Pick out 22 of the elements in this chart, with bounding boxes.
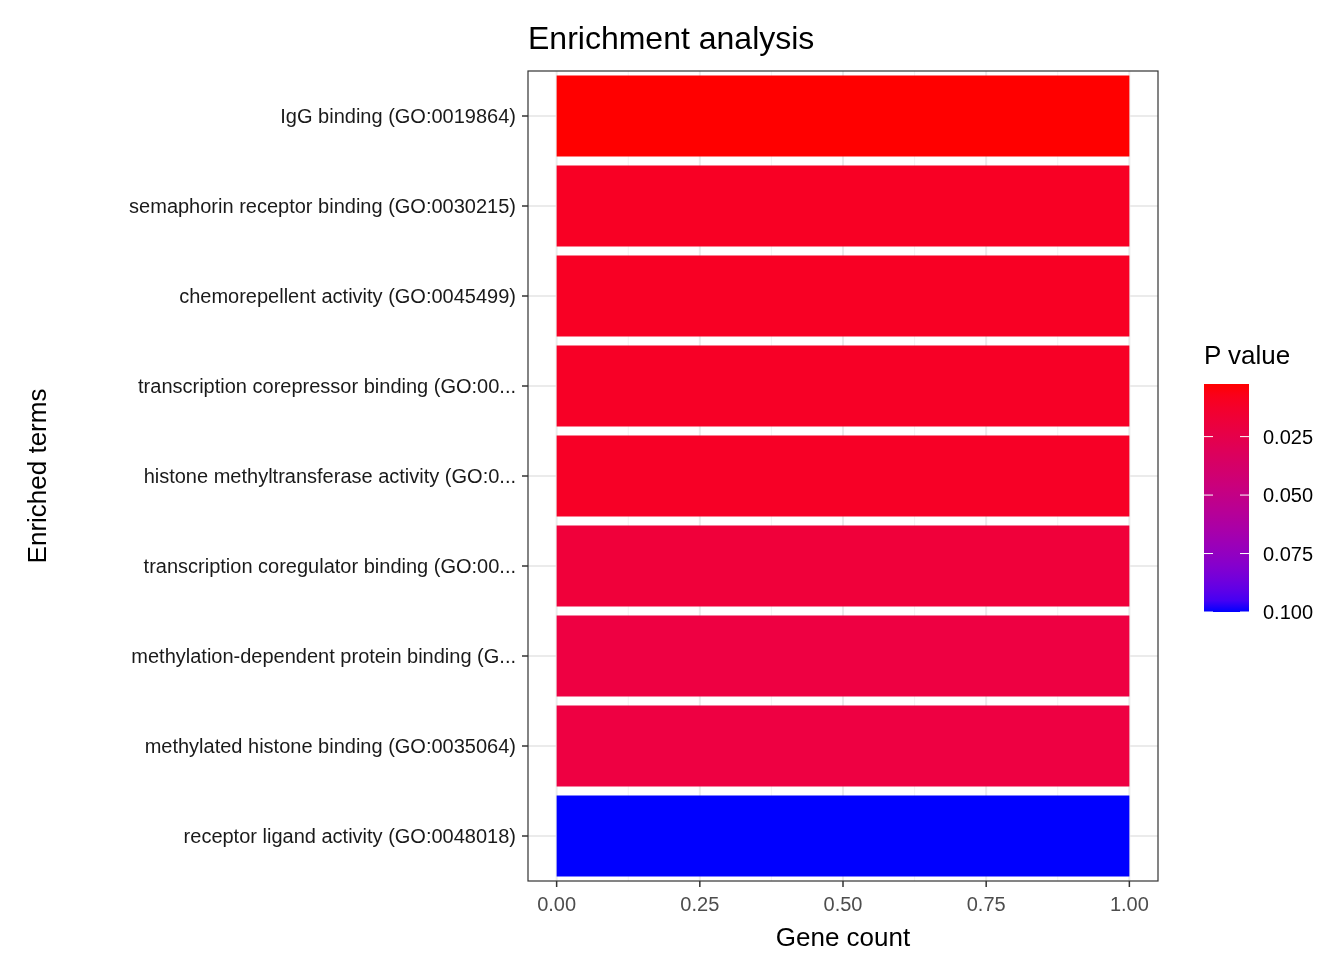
y-tick-label: receptor ligand activity (GO:0048018) <box>183 825 516 847</box>
y-axis-title: Enriched terms <box>22 388 52 564</box>
y-tick-label: chemorepellent activity (GO:0045499) <box>179 285 516 307</box>
x-tick-label: 0.00 <box>537 893 577 915</box>
x-tick-label: 0.75 <box>966 893 1006 915</box>
y-tick-label: methylated histone binding (GO:0035064) <box>144 735 516 757</box>
y-tick-label: methylation-dependent protein binding (G... <box>131 645 516 667</box>
color-bar-label: 0.050 <box>1263 484 1314 507</box>
y-tick-label: histone methyltransferase activity (GO:0... <box>143 465 516 487</box>
x-tick-label: 0.50 <box>823 893 863 915</box>
chart-title: Enrichment analysis <box>528 20 815 56</box>
color-bar-label: 0.100 <box>1263 601 1314 623</box>
y-tick-label: semaphorin receptor binding (GO:0030215) <box>129 195 516 217</box>
x-tick-label: 0.25 <box>680 893 720 915</box>
x-axis-title: Gene count <box>775 922 911 952</box>
color-bar-label: 0.025 <box>1263 425 1314 448</box>
y-tick-label: transcription corepressor binding (GO:00... <box>138 375 516 397</box>
x-tick-label: 1.00 <box>1109 893 1149 915</box>
color-bar-label: 0.075 <box>1263 542 1314 565</box>
y-tick-label: transcription coregulator binding (GO:00... <box>143 555 516 577</box>
color-bar-title: P value <box>1204 340 1291 370</box>
y-tick-label: IgG binding (GO:0019864) <box>280 105 516 127</box>
